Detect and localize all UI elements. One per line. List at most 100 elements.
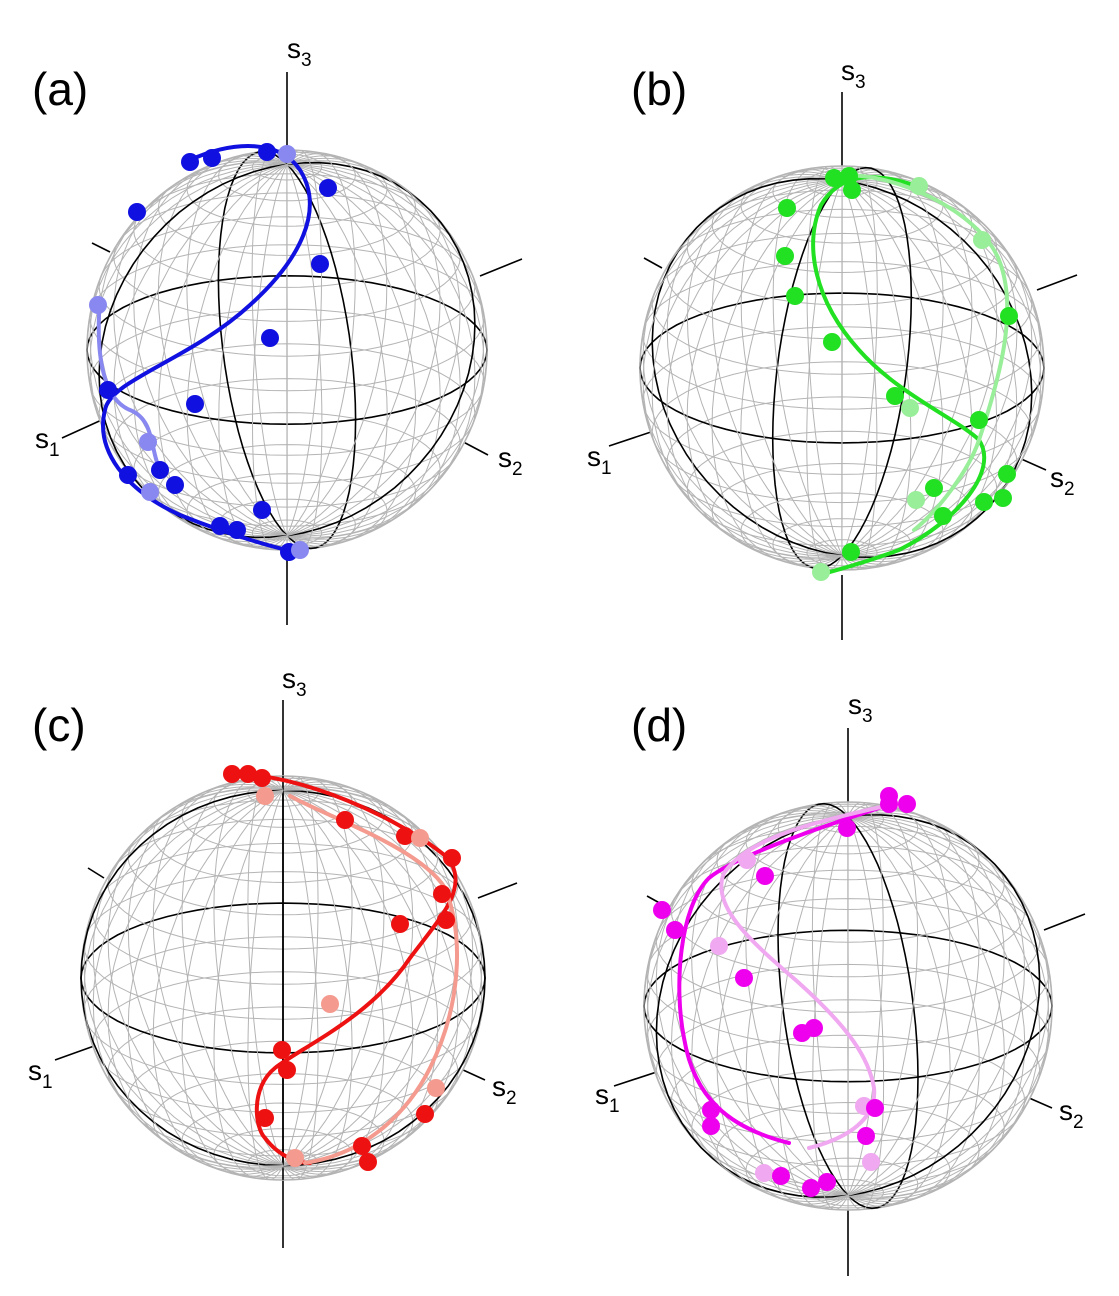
great-circle bbox=[771, 179, 843, 570]
meridian-line bbox=[847, 807, 980, 1196]
data-point bbox=[256, 1109, 274, 1127]
s1-label: s1 bbox=[595, 1079, 620, 1117]
data-point bbox=[702, 1117, 720, 1135]
meridian-line bbox=[286, 155, 416, 537]
s1-axis-neg bbox=[643, 257, 663, 269]
panel-a: s3 s1 s2 (a) bbox=[0, 0, 559, 648]
meridian-line bbox=[213, 790, 284, 1179]
data-point bbox=[286, 1149, 304, 1167]
data-point bbox=[756, 867, 774, 885]
meridian-line bbox=[847, 815, 1050, 1196]
data-point bbox=[910, 177, 928, 195]
data-point bbox=[139, 433, 157, 451]
panel-b: s3 s1 s2 (b) bbox=[559, 0, 1118, 648]
meridian-line bbox=[711, 179, 843, 565]
meridian-line bbox=[157, 155, 288, 537]
data-point bbox=[416, 1105, 434, 1123]
meridian-line bbox=[691, 816, 849, 1203]
meridian-line bbox=[127, 789, 284, 1173]
s1-label: s1 bbox=[35, 423, 60, 461]
s3-label: s3 bbox=[848, 689, 873, 727]
data-point bbox=[823, 333, 841, 351]
s1-axis-neg bbox=[87, 867, 105, 879]
meridian-line bbox=[841, 171, 973, 557]
meridian-line bbox=[158, 163, 288, 545]
meridian-line bbox=[841, 179, 998, 563]
meridian-line bbox=[642, 179, 843, 557]
meridian-line bbox=[841, 179, 1042, 557]
poincare-sphere-d: s3 s1 s2 bbox=[595, 689, 1086, 1276]
data-point bbox=[901, 399, 919, 417]
great-circle bbox=[777, 802, 849, 1196]
data-point bbox=[261, 329, 279, 347]
meridian-line bbox=[711, 171, 843, 557]
data-point bbox=[228, 521, 246, 539]
data-point bbox=[443, 849, 461, 867]
meridian-line bbox=[282, 789, 483, 1167]
data-point bbox=[825, 169, 843, 187]
meridian-line bbox=[670, 816, 849, 1200]
data-point bbox=[710, 937, 728, 955]
data-point bbox=[898, 795, 916, 813]
meridian-line bbox=[847, 816, 1026, 1200]
meridian-line bbox=[286, 163, 461, 540]
great-circle bbox=[841, 166, 913, 557]
meridian-line bbox=[847, 812, 1026, 1196]
great-circle bbox=[217, 150, 288, 537]
data-point bbox=[89, 296, 107, 314]
great-circle bbox=[98, 163, 288, 539]
meridian-line bbox=[745, 816, 849, 1207]
meridian-line bbox=[107, 786, 284, 1167]
data-point bbox=[907, 491, 925, 509]
data-point bbox=[253, 769, 271, 787]
meridian-line bbox=[282, 783, 439, 1167]
meridian-line bbox=[651, 179, 843, 558]
data-point bbox=[258, 143, 276, 161]
meridian-line bbox=[133, 163, 288, 543]
meridian-line bbox=[89, 163, 288, 537]
meridian-line bbox=[127, 783, 284, 1167]
data-point bbox=[994, 489, 1012, 507]
data-point bbox=[119, 466, 137, 484]
data-point bbox=[211, 517, 229, 535]
meridian-line bbox=[812, 816, 849, 1211]
trajectory-curve bbox=[811, 175, 987, 577]
data-point bbox=[838, 819, 856, 837]
meridian-line bbox=[646, 816, 849, 1197]
data-point bbox=[99, 381, 117, 399]
data-point bbox=[802, 1179, 820, 1197]
s2-label: s2 bbox=[498, 442, 523, 480]
meridian-line bbox=[286, 157, 441, 537]
data-point bbox=[702, 1101, 720, 1119]
data-point bbox=[186, 395, 204, 413]
trajectory-curve bbox=[230, 771, 458, 1165]
data-point bbox=[311, 255, 329, 273]
data-point bbox=[128, 203, 146, 221]
meridian-line bbox=[92, 788, 284, 1167]
data-point bbox=[738, 851, 756, 869]
meridian-line bbox=[847, 816, 1050, 1197]
meridian-line bbox=[282, 781, 414, 1167]
data-point bbox=[203, 149, 221, 167]
data-points bbox=[653, 787, 916, 1197]
meridian-line bbox=[92, 789, 284, 1168]
data-point bbox=[776, 247, 794, 265]
data-point bbox=[886, 387, 904, 405]
meridian-line bbox=[107, 789, 284, 1170]
meridian-line bbox=[642, 179, 843, 557]
meridian-line bbox=[847, 805, 951, 1196]
meridian-line bbox=[666, 176, 843, 557]
data-point bbox=[812, 563, 830, 581]
panel-label: (b) bbox=[631, 63, 688, 115]
meridian-line bbox=[716, 816, 849, 1205]
data-point bbox=[998, 465, 1016, 483]
trajectory-c bbox=[223, 765, 461, 1171]
meridian-line bbox=[83, 789, 284, 1167]
data-point bbox=[866, 1099, 884, 1117]
data-point bbox=[256, 787, 274, 805]
great-circle bbox=[847, 814, 1041, 1197]
data-point bbox=[653, 901, 671, 919]
meridian-line bbox=[847, 816, 885, 1211]
meridian-line bbox=[282, 790, 353, 1179]
data-point bbox=[975, 493, 993, 511]
